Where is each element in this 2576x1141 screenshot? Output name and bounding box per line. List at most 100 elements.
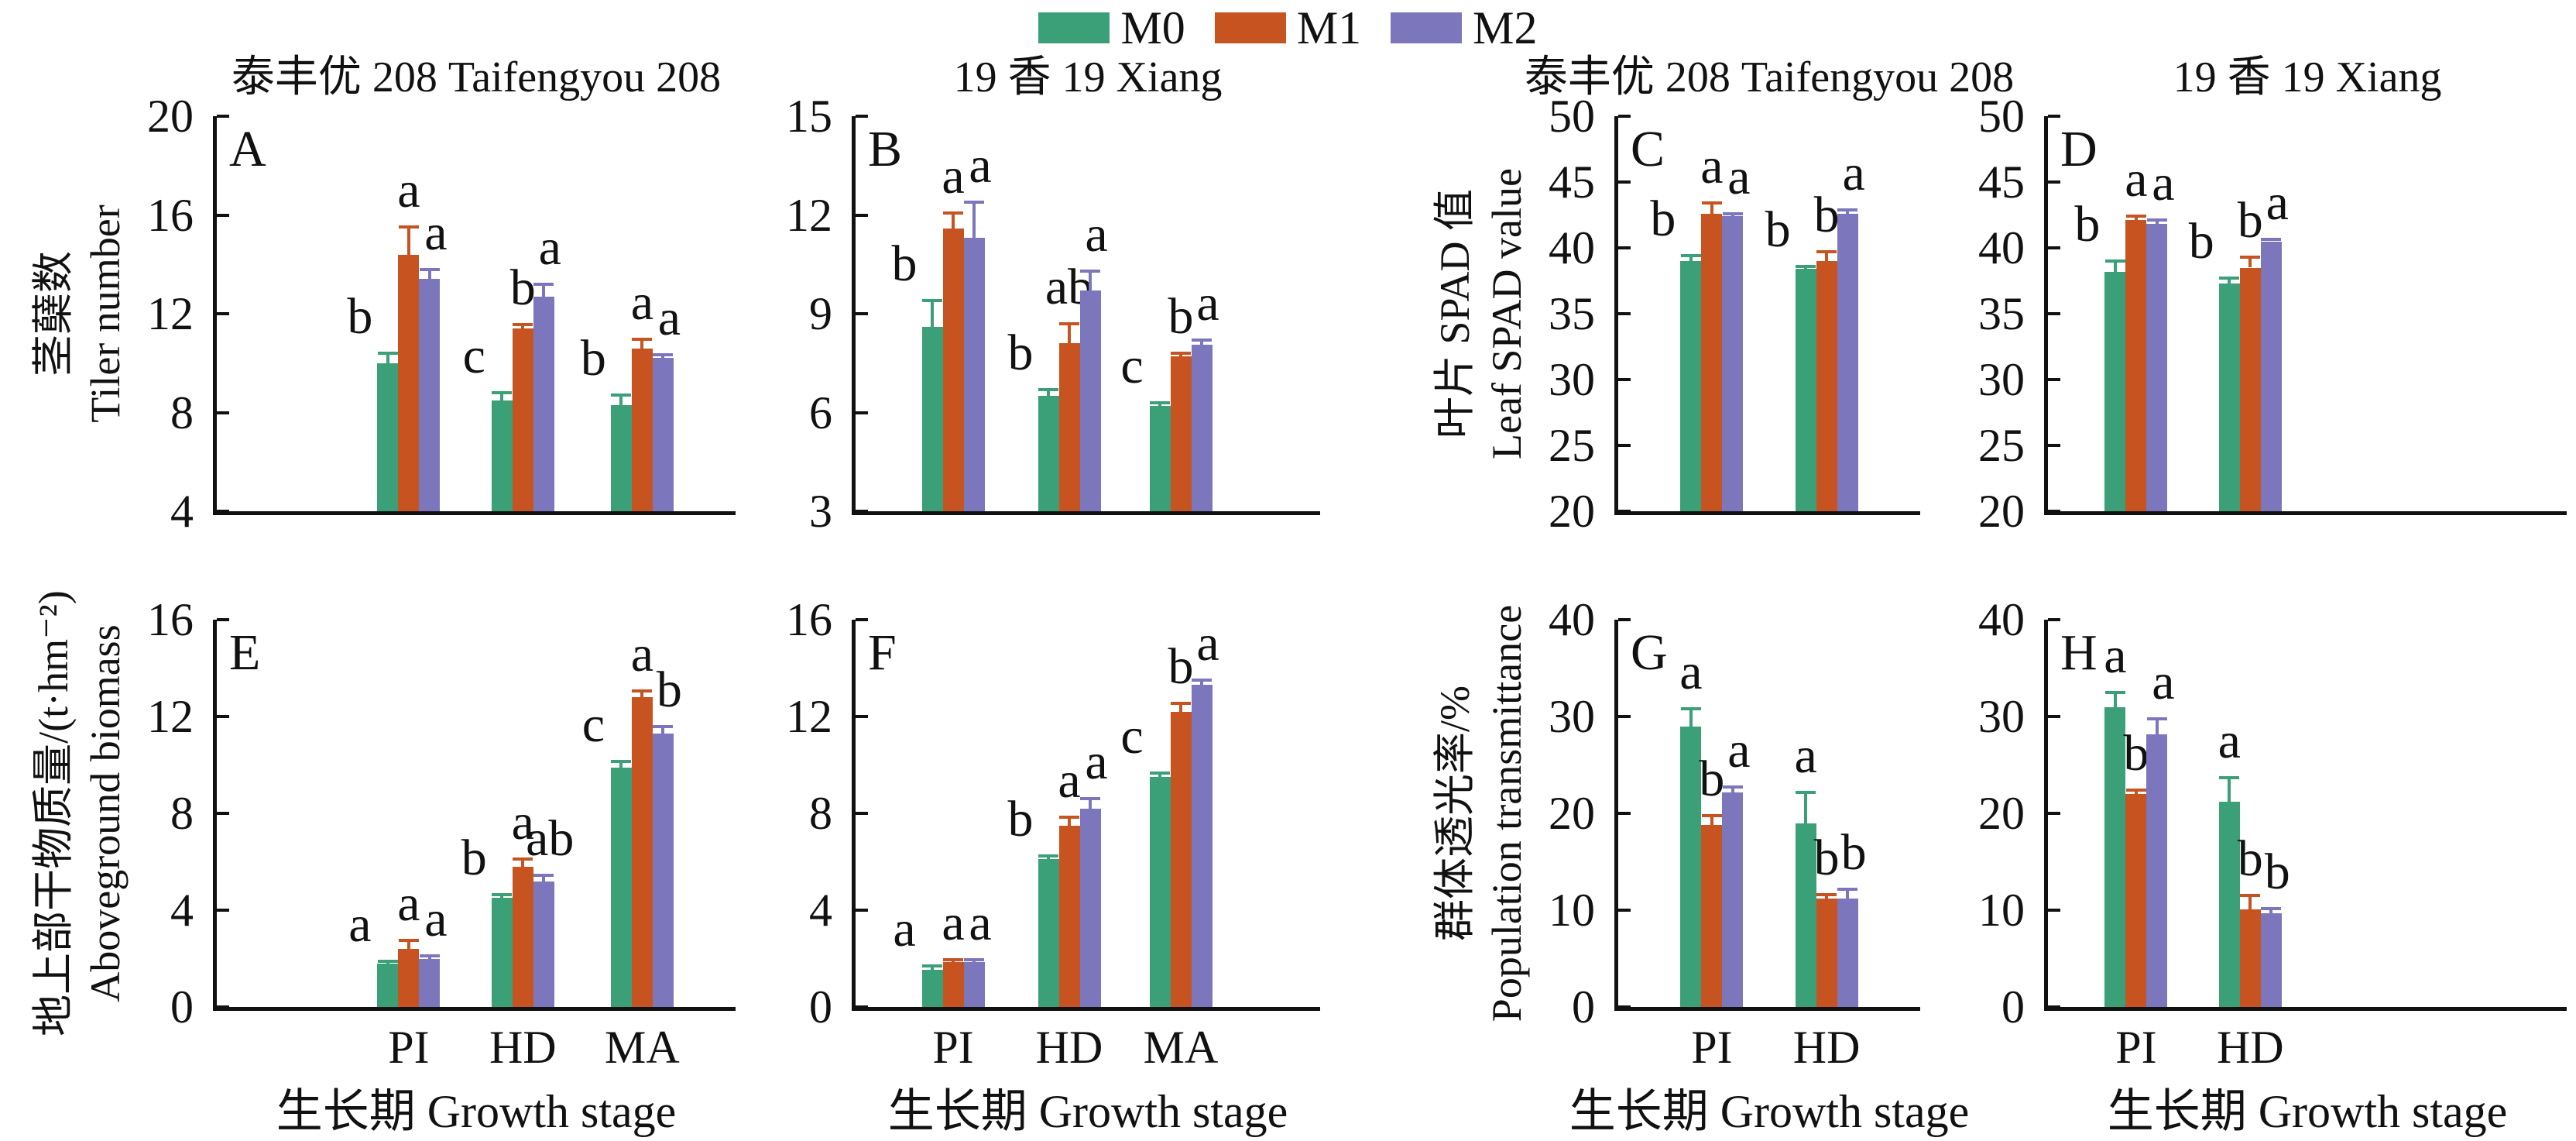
panel-D-bar-M0-HD <box>2218 283 2240 511</box>
panel-C-errbar-cap-M2-PI <box>1722 211 1743 215</box>
panel-D-sig-letter-M1-HD: b <box>2237 191 2263 249</box>
panel-F-bar-M1-HD <box>1058 825 1080 1007</box>
panel-F-y-tick-label: 8 <box>809 788 832 839</box>
panel-A-sig-letter-M0-MA: b <box>580 330 606 387</box>
panel-A-y-tick-label: 4 <box>170 486 194 537</box>
panel-B-title: 19 香 19 Xiang <box>953 53 1223 101</box>
panel-E-y-tick-label: 4 <box>170 885 194 936</box>
panel-E-errbar-cap-M1-MA <box>632 689 653 693</box>
panel-B-errbar-stem-M2-HD <box>1089 270 1092 291</box>
panel-D-errbar-stem-M2-PI <box>2155 220 2159 225</box>
panel-E-sig-letter-M2-PI: a <box>424 891 448 948</box>
panel-A-errbar-cap-M0-HD <box>492 391 513 394</box>
panel-D-y-tick-label: 50 <box>1978 91 2025 142</box>
panel-H-y-tick <box>2048 1005 2060 1009</box>
panel-B-errbar-stem-M0-HD <box>1047 389 1050 397</box>
panel-D-bar-M2-HD <box>2260 241 2282 511</box>
panel-H-x-tick-label-HD: HD <box>2216 1022 2284 1073</box>
panel-C-errbar-stem-M1-PI <box>1710 203 1713 214</box>
panel-D-y-tick <box>2048 312 2060 315</box>
panel-B-y-tick-label: 15 <box>786 91 832 142</box>
panel-H-errbar-stem-M0-PI <box>2113 692 2117 707</box>
panel-F-errbar-cap-M1-MA <box>1171 701 1191 705</box>
panel-C-errbar-stem-M1-HD <box>1825 252 1829 261</box>
panel-H-errbar-cap-M0-PI <box>2104 690 2125 694</box>
panel-H-sig-letter-M0-HD: a <box>2218 712 2241 769</box>
panel-C-sig-letter-M1-PI: a <box>1700 138 1724 195</box>
panel-D-letter: D <box>2060 121 2098 177</box>
panel-C-y-tick-label: 40 <box>1549 222 1595 273</box>
panel-A-errbar-cap-M2-MA <box>653 352 674 356</box>
panel-A-sig-letter-M1-MA: a <box>630 274 654 332</box>
panel-E-y-tick-label: 8 <box>170 788 194 839</box>
panel-C-bar-M1-HD <box>1816 261 1837 511</box>
panel-B-letter: B <box>868 121 903 177</box>
panel-C-sig-letter-M0-PI: b <box>1650 191 1676 248</box>
panel-H-sig-letter-M1-HD: b <box>2237 830 2263 888</box>
panel-G-sig-letter-M0-PI: a <box>1679 644 1703 700</box>
panel-G-errbar-cap-M0-PI <box>1680 707 1701 710</box>
panel-H-errbar-stem-M1-PI <box>2134 790 2138 794</box>
panel-B-errbar-stem-M1-MA <box>1179 353 1182 357</box>
panel-F-sig-letter-M0-HD: b <box>1007 790 1034 847</box>
panel-H-errbar-cap-M1-PI <box>2125 789 2146 792</box>
panel-H-y-tick-label: 10 <box>1978 885 2025 936</box>
panel-A-y-tick <box>217 213 229 217</box>
panel-G-sig-letter-M1-HD: b <box>1813 830 1840 886</box>
panel-F-y-tick <box>856 618 868 621</box>
panel-H-bar-M0-HD <box>2218 802 2240 1007</box>
panel-B-errbar-cap-M2-MA <box>1192 339 1212 342</box>
panel-D-sig-letter-M1-PI: a <box>2125 151 2148 208</box>
panel-F-errbar-stem-M0-PI <box>931 965 934 970</box>
legend-swatch-m0-icon <box>1038 12 1110 43</box>
panel-G-errbar-cap-M1-HD <box>1816 893 1837 896</box>
panel-E-errbar-stem-M0-MA <box>619 761 623 768</box>
panel-B-bar-M2-PI <box>963 238 985 511</box>
panel-H-y-tick <box>2048 812 2060 815</box>
panel-A-bar-M0-MA <box>610 404 632 511</box>
panel-C-y-tick-label: 45 <box>1549 156 1595 208</box>
panel-G-x-axis <box>1614 1007 1920 1011</box>
panel-C-y-tick-label: 35 <box>1549 288 1595 339</box>
panel-E-sig-letter-M2-HD: ab <box>526 809 575 867</box>
panel-H-sig-letter-M2-PI: a <box>2152 653 2175 710</box>
panel-C-y-tick-label: 20 <box>1549 486 1595 537</box>
panel-H-y-axis <box>2044 620 2048 1011</box>
panel-E-y-tick-label: 16 <box>147 594 194 645</box>
panel-C-bar-M2-PI <box>1722 216 1744 511</box>
panel-D-y-tick <box>2048 444 2060 447</box>
panel-F-x-axis <box>852 1007 1320 1011</box>
panel-C-errbar-cap-M1-PI <box>1701 201 1722 205</box>
panel-A-bar-M0-HD <box>491 400 513 511</box>
panel-F-errbar-stem-M2-HD <box>1089 799 1092 809</box>
panel-F-errbar-stem-M0-MA <box>1158 773 1161 778</box>
panel-G-bar-M1-PI <box>1701 825 1723 1007</box>
panel-C-y-tick <box>1618 378 1631 381</box>
panel-E-x-tick-label-HD: HD <box>489 1022 557 1073</box>
panel-H-sig-letter-M2-HD: b <box>2264 843 2290 900</box>
panel-B-errbar-cap-M1-MA <box>1171 352 1191 355</box>
panel-C-y-tick <box>1618 180 1631 184</box>
panel-F-errbar-cap-M0-PI <box>922 964 942 967</box>
panel-G-y-tick <box>1618 618 1631 621</box>
panel-E-errbar-stem-M1-MA <box>640 691 644 697</box>
panel-C-sig-letter-M1-HD: b <box>1813 187 1840 244</box>
panel-F-x-tick-label-HD: HD <box>1035 1022 1103 1073</box>
panel-A-bar-M1-PI <box>398 254 420 511</box>
panel-F-y-tick <box>856 715 868 718</box>
panel-H-bar-M2-HD <box>2260 912 2282 1007</box>
panel-E-errbar-cap-M0-PI <box>377 959 398 963</box>
panel-C-sig-letter-M0-HD: b <box>1765 201 1791 258</box>
panel-D-y-tick-label: 30 <box>1978 354 2025 405</box>
panel-H-bar-M1-HD <box>2239 909 2261 1007</box>
panel-B-y-tick <box>856 115 868 118</box>
panel-G-bar-M0-PI <box>1680 726 1702 1007</box>
panel-B-y-tick <box>856 312 868 315</box>
panel-A-bar-M2-PI <box>419 279 441 511</box>
panel-B-y-tick-label: 12 <box>786 189 832 241</box>
panel-H-errbar-cap-M0-HD <box>2219 775 2240 779</box>
panel-F-bar-M2-HD <box>1079 808 1101 1007</box>
panel-F-y-tick <box>856 1005 868 1009</box>
panel-B-sig-letter-M2-HD: a <box>1085 205 1108 263</box>
panel-G-y-tick <box>1618 1005 1631 1009</box>
